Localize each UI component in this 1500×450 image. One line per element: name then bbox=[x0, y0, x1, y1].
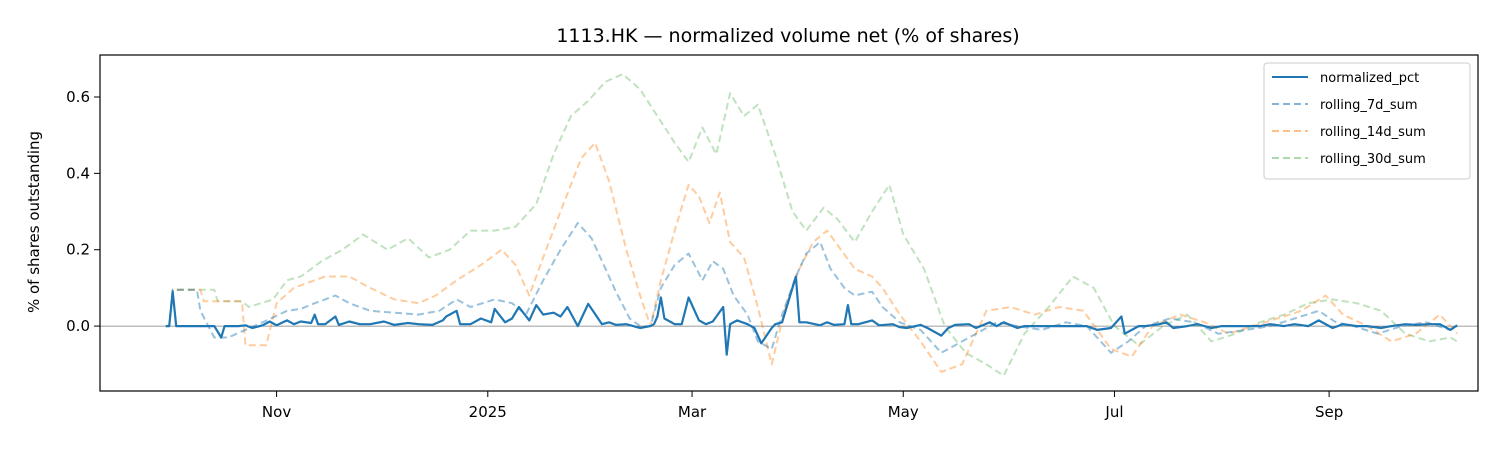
legend: normalized_pct rolling_7d_sum rolling_14d_… bbox=[1263, 62, 1471, 180]
y-axis: 0.0 0.2 0.4 0.6 bbox=[66, 88, 100, 335]
legend-label-normalized-pct: normalized_pct bbox=[1320, 71, 1419, 86]
series-line-rolling-7d-sum bbox=[165, 222, 1458, 354]
series-line-normalized-pct bbox=[165, 275, 1458, 356]
y-tick-label: 0.4 bbox=[66, 164, 90, 182]
series-line-rolling-30d-sum bbox=[165, 73, 1458, 377]
x-tick-label: Mar bbox=[678, 403, 707, 421]
legend-box bbox=[1263, 62, 1471, 180]
y-tick-label: 0.0 bbox=[66, 317, 90, 335]
legend-label-rolling-7d-sum: rolling_7d_sum bbox=[1320, 98, 1418, 113]
plot-area-frame bbox=[99, 54, 1479, 392]
series-group bbox=[165, 73, 1458, 377]
x-tick-label: Sep bbox=[1315, 403, 1343, 421]
x-tick-label: Nov bbox=[262, 403, 291, 421]
legend-label-rolling-30d-sum: rolling_30d_sum bbox=[1320, 152, 1426, 167]
x-axis: Nov 2025 Mar May Jul Sep bbox=[262, 391, 1343, 421]
x-tick-label: May bbox=[888, 403, 919, 421]
y-tick-label: 0.2 bbox=[66, 241, 90, 259]
series-line-rolling-14d-sum bbox=[165, 141, 1458, 373]
x-tick-label: Jul bbox=[1104, 403, 1123, 421]
chart-title: 1113.HK — normalized volume net (% of sh… bbox=[556, 25, 1019, 47]
y-axis-label: % of shares outstanding bbox=[25, 131, 43, 313]
legend-label-rolling-14d-sum: rolling_14d_sum bbox=[1320, 125, 1426, 140]
y-tick-label: 0.6 bbox=[66, 88, 90, 106]
x-tick-label: 2025 bbox=[469, 403, 507, 421]
